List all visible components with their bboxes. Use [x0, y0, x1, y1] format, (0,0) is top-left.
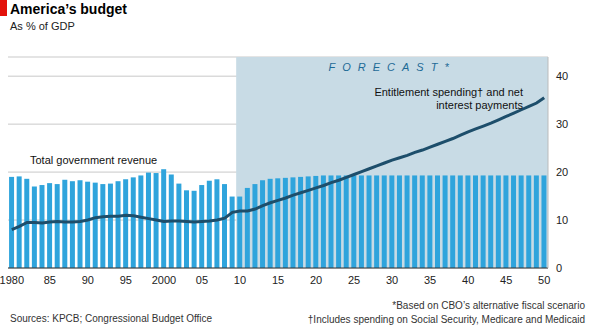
svg-text:50: 50 [538, 274, 550, 286]
svg-text:85: 85 [44, 274, 56, 286]
svg-text:05: 05 [196, 274, 208, 286]
svg-text:10: 10 [234, 274, 246, 286]
svg-text:1980: 1980 [0, 274, 24, 286]
html-text:Sources: KPCB; Congressional B: Sources: KPCB; Congressional Budget Offi… [10, 313, 213, 324]
svg-text:40: 40 [462, 274, 474, 286]
html-text:†Includes spending on Social S: †Includes spending on Social Security, M… [307, 314, 585, 325]
svg-text:10: 10 [556, 214, 568, 226]
svg-text:FORECAST*: FORECAST* [328, 61, 455, 73]
html-text:America’s budget: America’s budget [10, 1, 127, 17]
svg-text:45: 45 [500, 274, 512, 286]
html-text:As % of GDP: As % of GDP [10, 20, 75, 32]
svg-text:20: 20 [310, 274, 322, 286]
svg-text:35: 35 [424, 274, 436, 286]
svg-text:30: 30 [556, 118, 568, 130]
svg-text:30: 30 [386, 274, 398, 286]
html-text:Entitlement spending† and net: Entitlement spending† and net interest p… [374, 86, 523, 111]
html-text:*Based on CBO’s alternative fi: *Based on CBO’s alternative fiscal scena… [392, 300, 585, 311]
svg-text:40: 40 [556, 70, 568, 82]
svg-text:90: 90 [82, 274, 94, 286]
html-text:Total government revenue: Total government revenue [30, 154, 158, 166]
svg-text:25: 25 [348, 274, 360, 286]
svg-text:20: 20 [556, 166, 568, 178]
svg-text:95: 95 [120, 274, 132, 286]
svg-text:15: 15 [272, 274, 284, 286]
svg-text:0: 0 [556, 262, 562, 274]
svg-text:2000: 2000 [152, 274, 176, 286]
